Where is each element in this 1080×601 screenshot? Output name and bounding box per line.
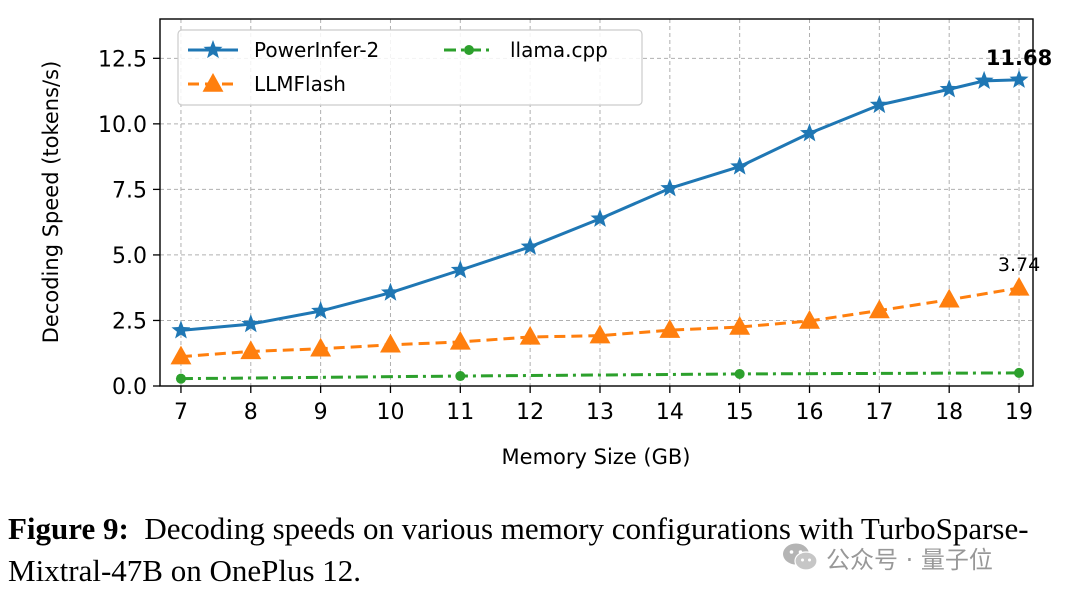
y-axis-title: Decoding Speed (tokens/s) [39,61,63,344]
data-point [1014,367,1025,378]
watermark: 公众号 · 量子位 [782,540,993,574]
data-point [380,282,400,301]
x-tick-label: 8 [244,400,258,425]
value-annotation: 3.74 [998,254,1040,276]
x-tick-label: 12 [516,400,544,425]
figure-caption: Figure 9: Decoding speeds on various mem… [8,508,1074,592]
x-tick-label: 13 [586,400,614,425]
data-point [520,236,540,255]
data-point [519,325,541,345]
data-point [310,337,332,357]
data-point [869,94,889,114]
legend-marker [202,73,224,92]
legend-label: llama.cpp [510,38,608,62]
legend-label: LLMFlash [254,72,346,96]
x-tick-label: 15 [726,400,754,425]
plot-frame [159,18,1034,387]
x-tick-label: 19 [1005,400,1033,425]
data-point [730,156,750,175]
data-point [1008,276,1030,296]
data-point [171,320,191,339]
x-tick-label: 11 [446,400,474,425]
x-tick-label: 10 [376,400,404,425]
caption-text: Decoding speeds on various memory config… [8,511,1029,588]
data-point [799,309,820,329]
x-tick-label: 7 [174,400,188,425]
chart: 7 8 9 10 11 12 13 14 15 16 17 18 19 0.0 2.5 5.0 7.5 10.0 1… [39,18,1052,469]
data-point [729,316,751,335]
x-tick-label: 14 [656,400,684,425]
x-tick-label: 17 [865,400,893,425]
data-point [455,371,466,382]
wechat-icon [783,543,818,571]
value-annotation: 11.68 [986,46,1052,70]
data-point [800,123,820,142]
x-axis-title: Memory Size (GB) [502,445,691,469]
caption-label: Figure 9: [8,511,129,546]
data-point [1009,69,1029,88]
data-point [449,330,471,350]
series-line-llama-cpp [180,371,1020,381]
y-tick-label: 7.5 [112,178,147,203]
legend-box [177,29,643,106]
data-point [170,345,192,365]
x-tick-label: 18 [935,400,963,425]
y-tick-label: 0.0 [112,375,147,400]
series-layer [170,69,1030,384]
series-line-powerinfer-2 [180,78,1020,332]
y-tick-label: 12.5 [98,47,147,72]
legend-label: PowerInfer-2 [254,38,379,62]
data-point [734,368,745,379]
data-point [590,208,610,227]
data-point [450,260,470,279]
data-point [589,324,611,344]
data-point [938,288,960,308]
watermark-text: 公众号 · 量子位 [826,545,993,574]
data-point [868,299,890,319]
y-tick-label: 5.0 [112,244,147,269]
x-tick-label: 9 [314,400,328,425]
legend-marker [203,40,223,59]
axes: 7 8 9 10 11 12 13 14 15 16 17 18 19 0.0 2.5 5.0 7.5 10.0 1… [98,47,1033,425]
x-tick-label: 16 [796,400,824,425]
data-point [659,319,681,338]
data-point [939,79,959,98]
data-point [240,340,262,360]
legend: PowerInfer-2 LLMFlash llama.cpp [177,29,643,106]
annotations: 11.68 3.74 [986,46,1052,276]
data-point [311,301,331,320]
data-point [175,373,186,384]
legend-marker [464,45,474,55]
data-point [660,178,680,197]
y-tick-label: 2.5 [112,309,147,334]
data-point [974,70,994,89]
y-tick-label: 10.0 [98,113,147,138]
data-point [380,333,401,353]
data-point [241,314,261,333]
